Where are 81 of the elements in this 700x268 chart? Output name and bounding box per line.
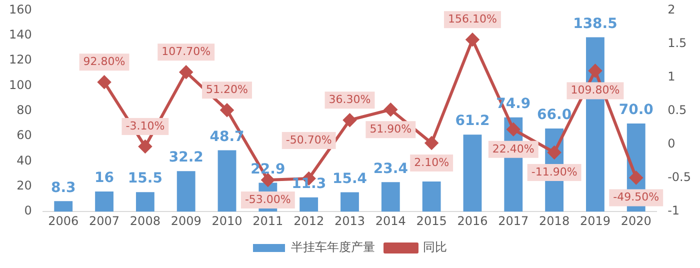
y-tick-label: 120 — [9, 52, 32, 67]
point — [261, 174, 274, 187]
point — [588, 64, 602, 78]
bar — [95, 191, 114, 212]
data-label: 51.20% — [206, 82, 248, 96]
data-label: -53.00% — [244, 192, 291, 206]
y2-tick-label: 0 — [668, 136, 676, 151]
x-tick-label: 2010 — [212, 214, 242, 228]
y2-tick-label: 1.5 — [668, 36, 687, 50]
y-tick-label: 60 — [16, 128, 32, 142]
data-label: -49.50% — [613, 190, 660, 204]
data-label: 61.2 — [455, 113, 490, 130]
x-tick-label: 2018 — [539, 214, 570, 228]
data-label: 92.80% — [83, 55, 126, 68]
data-label: 8.3 — [50, 180, 76, 196]
x-tick-label: 2009 — [170, 214, 202, 228]
y2-tick-label: 1 — [668, 69, 676, 84]
x-tick-label: 2015 — [416, 214, 447, 228]
data-label: 109.80% — [570, 84, 620, 97]
y2-tick-label: -0.5 — [668, 170, 692, 184]
point — [220, 104, 234, 117]
bar — [381, 182, 400, 212]
bar — [300, 197, 318, 212]
bar — [422, 182, 441, 212]
y2-tick-label: -1 — [668, 204, 680, 218]
y-tick-label: 20 — [16, 178, 32, 193]
x-tick-label: 2012 — [294, 214, 324, 228]
data-label: 2.10% — [414, 156, 450, 169]
data-label: 15.4 — [332, 170, 368, 187]
point — [343, 114, 356, 127]
bar — [340, 192, 359, 212]
data-label: 70.0 — [618, 102, 654, 118]
point — [180, 66, 193, 79]
point — [466, 33, 479, 46]
data-label: 107.70% — [162, 45, 211, 58]
point — [506, 122, 520, 136]
y-tick-label: 40 — [16, 153, 32, 168]
legend-label: 半挂车年度产量 — [291, 240, 375, 254]
bar — [176, 171, 196, 212]
x-tick-label: 2007 — [89, 214, 120, 228]
x-tick-label: 2014 — [375, 214, 406, 228]
data-label: 138.5 — [573, 16, 618, 32]
data-label: 15.5 — [128, 170, 162, 187]
data-label: 16 — [94, 170, 114, 186]
x-tick-label: 2017 — [498, 214, 529, 228]
x-tick-label: 2008 — [130, 214, 160, 228]
x-tick-label: 2016 — [457, 214, 488, 228]
point — [425, 136, 438, 150]
bar — [463, 134, 482, 212]
y-tick-label: 0 — [24, 204, 32, 218]
data-label: 32.2 — [168, 150, 204, 166]
x-tick-label: 2013 — [334, 214, 366, 228]
y2-tick-label: 2 — [668, 2, 676, 16]
data-label: -50.70% — [286, 133, 332, 146]
y-tick-label: 140 — [9, 28, 32, 42]
y2-tick-label: 0.5 — [668, 103, 687, 118]
point — [138, 140, 152, 154]
data-label: 23.4 — [373, 160, 408, 177]
data-label: -11.90% — [531, 165, 578, 178]
bar — [218, 150, 236, 212]
data-label: 22.40% — [492, 142, 534, 156]
x-tick-label: 2020 — [620, 214, 652, 228]
point — [384, 103, 398, 116]
data-label: 36.30% — [328, 92, 371, 106]
bar — [136, 192, 154, 212]
data-label: 51.90% — [370, 122, 412, 136]
x-tick-label: 2006 — [48, 214, 79, 228]
x-tick-label: 2019 — [580, 214, 610, 228]
point — [630, 171, 643, 184]
bar — [54, 201, 73, 212]
x-tick-label: 2011 — [252, 214, 284, 228]
point — [98, 76, 111, 89]
y-tick-label: 80 — [16, 103, 32, 118]
data-label: 66.0 — [537, 107, 572, 124]
point — [548, 146, 561, 159]
y-tick-label: 160 — [9, 2, 32, 16]
legend-label: 同比 — [423, 240, 447, 254]
y-tick-label: 100 — [9, 78, 32, 92]
data-label: 156.10% — [448, 12, 497, 26]
data-label: 11.3 — [292, 176, 326, 192]
data-label: -3.10% — [126, 119, 165, 132]
